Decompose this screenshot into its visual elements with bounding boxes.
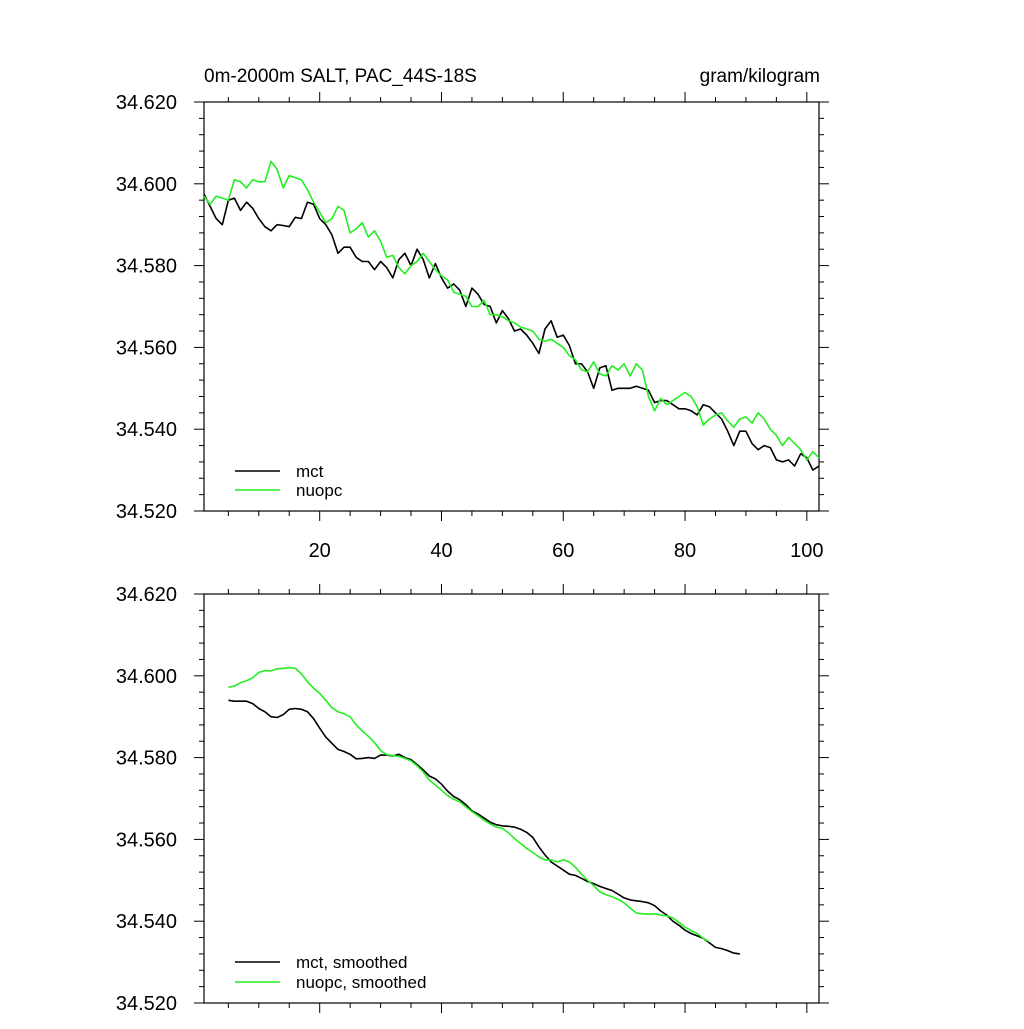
y-tick-label: 34.620 [116,584,177,606]
series-line-nuopc [203,160,820,461]
top-x-tick-labels: 20 40 60 80 100 [309,540,824,562]
series-line-mct-smoothed [228,699,740,955]
y-tick-label: 34.580 [116,748,177,770]
y-tick-label: 34.600 [116,666,177,688]
y-tick-label: 34.560 [116,337,177,359]
legend-label-mct-smoothed: mct, smoothed [296,953,408,972]
y-tick-label: 34.540 [116,911,177,933]
y-tick-label: 34.580 [116,256,177,278]
x-tick-label: 40 [430,540,452,562]
bottom-y-tick-labels: 34.520 34.540 34.560 34.580 34.600 34.620 [116,584,177,1015]
bottom-axis-ticks [194,584,829,1013]
legend-label-nuopc: nuopc [296,481,343,500]
series-line-nuopc-smoothed [228,666,710,943]
units-label: gram/kilogram [700,66,820,87]
top-y-tick-labels: 34.520 34.540 34.560 34.580 34.600 34.620 [116,92,177,523]
x-tick-label: 60 [552,540,574,562]
bottom-plot-frame [203,593,820,1004]
bottom-panel: 34.520 34.540 34.560 34.580 34.600 34.620 mct… [116,584,829,1015]
top-plot-frame [203,101,820,512]
series-line-mct [203,193,820,471]
bottom-legend: mct, smoothed nuopc, smoothed [235,953,426,992]
x-tick-label: 100 [790,540,823,562]
x-tick-label: 20 [309,540,331,562]
y-tick-label: 34.600 [116,174,177,196]
bottom-series-lines [228,666,740,955]
top-panel: 34.520 34.540 34.560 34.580 34.600 34.620 20 4… [116,92,829,562]
y-tick-label: 34.620 [116,92,177,114]
chart-title: 0m-2000m SALT, PAC_44S-18S [204,66,477,87]
y-tick-label: 34.520 [116,993,177,1015]
top-series-lines [203,160,820,471]
top-legend: mct nuopc [235,462,343,500]
y-tick-label: 34.560 [116,829,177,851]
y-tick-label: 34.520 [116,501,177,523]
legend-label-mct: mct [296,462,324,481]
top-axis-ticks [194,92,829,521]
x-tick-label: 80 [674,540,696,562]
y-tick-label: 34.540 [116,419,177,441]
legend-label-nuopc-smoothed: nuopc, smoothed [296,973,426,992]
